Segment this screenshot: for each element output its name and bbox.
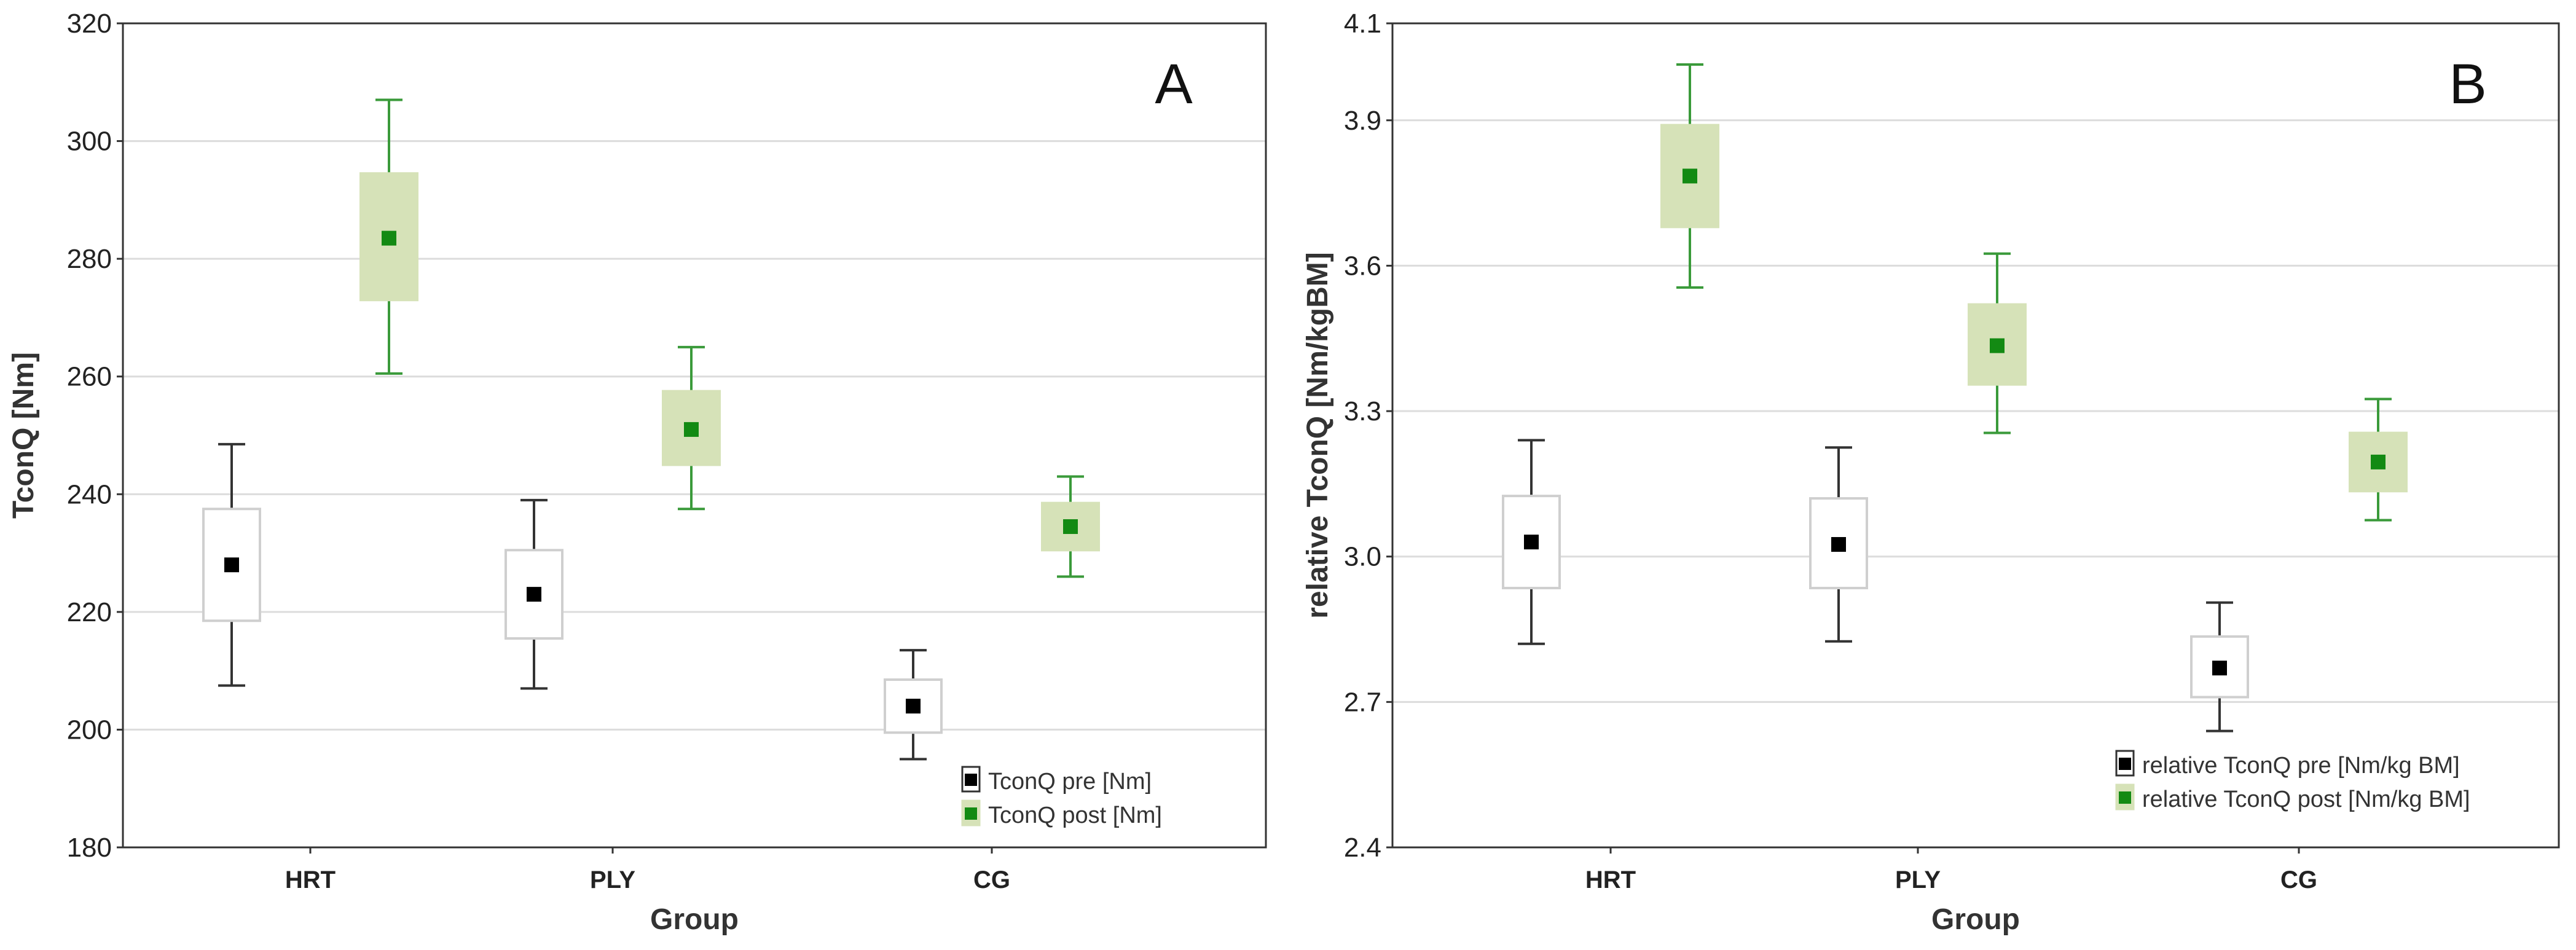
chart-b-svg: 2.4 2.7 3.0 3.3 3.6 3.9 4.1 HRT PLY CG Group relati… [1302,9,2560,936]
y-tick-label: 180 [67,833,112,863]
y-tick-label: 260 [67,362,112,392]
legend-label-post: TconQ post [Nm] [988,803,1162,828]
y-tick-label: 2.7 [1344,687,1381,717]
panel-a: 180 200 220 240 260 280 300 320 HRT PLY CG Group Tco… [7,9,1267,936]
mean-marker-post-ply [684,422,699,437]
chart-a-svg: 180 200 220 240 260 280 300 320 HRT PLY CG Group Tco… [7,9,1267,936]
x-axis-title: Group [650,903,739,936]
legend-label-pre: TconQ pre [Nm] [988,769,1152,795]
y-tick-label: 3.3 [1344,396,1381,426]
x-tick-label-cg: CG [973,866,1010,893]
mean-marker-pre-cg [906,699,921,714]
legend-marker-post [965,807,977,820]
mean-marker-pre-ply [527,587,541,602]
x-tick-label-hrt: HRT [285,866,336,893]
legend-marker-pre [965,774,977,786]
x-axis-title: Group [1931,903,2020,936]
legend-label-pre: relative TconQ pre [Nm/kg BM] [2142,753,2460,779]
y-tick-label: 320 [67,9,112,39]
x-tick-label-hrt: HRT [1585,866,1636,893]
panel-label: A [1155,53,1193,116]
x-tick-label-cg: CG [2280,866,2317,893]
x-tick-label-ply: PLY [590,866,635,893]
y-tick-label: 200 [67,715,112,745]
legend-label-post: relative TconQ post [Nm/kg BM] [2142,787,2470,812]
legend-marker-post [2119,791,2131,804]
mean-marker-post-ply [1990,338,2005,353]
y-tick-label: 3.0 [1344,542,1381,572]
mean-marker-pre-hrt [224,557,239,573]
y-tick-label: 300 [67,127,112,157]
mean-marker-post-cg [1063,519,1078,534]
y-tick-label: 3.6 [1344,251,1381,281]
panel-label: B [2449,53,2486,116]
plot-frame [122,22,1267,849]
y-tick-label: 2.4 [1344,833,1381,863]
plot-frame [1391,22,2560,849]
mean-marker-pre-ply [1831,536,1846,552]
mean-marker-post-hrt [382,230,396,246]
y-tick-label: 220 [67,597,112,627]
y-tick-label: 280 [67,244,112,274]
y-tick-label: 4.1 [1344,9,1381,39]
panel-b: 2.4 2.7 3.0 3.3 3.6 3.9 4.1 HRT PLY CG Group relati… [1288,0,2576,950]
legend-marker-pre [2119,758,2131,770]
mean-marker-pre-cg [2212,661,2227,676]
mean-marker-post-cg [2371,454,2386,469]
x-tick-label-ply: PLY [1895,866,1941,893]
mean-marker-post-hrt [1683,168,1697,184]
y-axis-title: TconQ [Nm] [7,352,40,519]
y-axis-title: relative TconQ [Nm/kgBM] [1302,252,1334,619]
mean-marker-pre-hrt [1524,535,1539,550]
y-tick-label: 240 [67,479,112,509]
y-tick-label: 3.9 [1344,106,1381,136]
